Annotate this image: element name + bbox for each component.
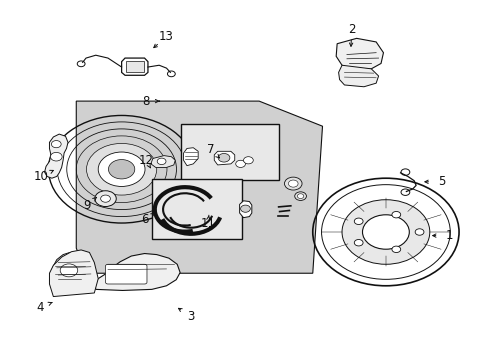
Circle shape bbox=[240, 205, 250, 212]
Polygon shape bbox=[214, 151, 234, 165]
FancyBboxPatch shape bbox=[105, 264, 147, 284]
Polygon shape bbox=[49, 252, 89, 288]
Text: 11: 11 bbox=[200, 216, 215, 230]
Text: 3: 3 bbox=[187, 310, 194, 323]
Circle shape bbox=[354, 218, 362, 225]
Circle shape bbox=[98, 152, 145, 186]
Circle shape bbox=[108, 159, 135, 179]
Circle shape bbox=[218, 153, 229, 162]
Polygon shape bbox=[122, 58, 148, 75]
Text: 8: 8 bbox=[142, 95, 149, 108]
Text: 9: 9 bbox=[83, 199, 91, 212]
Circle shape bbox=[235, 160, 245, 167]
Circle shape bbox=[288, 180, 298, 187]
Circle shape bbox=[294, 192, 306, 201]
Circle shape bbox=[284, 177, 302, 190]
Polygon shape bbox=[94, 253, 180, 291]
Text: 4: 4 bbox=[36, 301, 43, 314]
Circle shape bbox=[362, 215, 408, 249]
Circle shape bbox=[157, 158, 165, 165]
Circle shape bbox=[95, 191, 116, 207]
Text: 12: 12 bbox=[138, 154, 153, 167]
Text: 2: 2 bbox=[347, 23, 355, 36]
Text: 5: 5 bbox=[437, 175, 445, 188]
Text: 6: 6 bbox=[141, 213, 148, 226]
Circle shape bbox=[51, 140, 61, 148]
Circle shape bbox=[101, 195, 110, 202]
Polygon shape bbox=[126, 61, 143, 72]
Polygon shape bbox=[76, 101, 322, 273]
Polygon shape bbox=[49, 250, 98, 297]
Circle shape bbox=[50, 152, 62, 161]
Circle shape bbox=[297, 194, 303, 198]
Polygon shape bbox=[239, 201, 251, 218]
Text: 13: 13 bbox=[159, 30, 174, 43]
Circle shape bbox=[341, 200, 429, 264]
Polygon shape bbox=[338, 65, 378, 87]
Text: 7: 7 bbox=[206, 143, 214, 156]
Circle shape bbox=[391, 211, 400, 218]
FancyBboxPatch shape bbox=[181, 125, 278, 180]
Polygon shape bbox=[335, 39, 383, 69]
Circle shape bbox=[86, 143, 157, 195]
Text: 1: 1 bbox=[445, 229, 452, 242]
Text: 10: 10 bbox=[33, 170, 48, 183]
Polygon shape bbox=[183, 148, 198, 166]
FancyBboxPatch shape bbox=[152, 179, 242, 239]
Circle shape bbox=[60, 264, 78, 277]
Circle shape bbox=[391, 246, 400, 253]
Circle shape bbox=[414, 229, 423, 235]
Polygon shape bbox=[44, 134, 68, 178]
Polygon shape bbox=[151, 156, 175, 167]
Circle shape bbox=[354, 239, 362, 246]
Circle shape bbox=[243, 157, 253, 164]
